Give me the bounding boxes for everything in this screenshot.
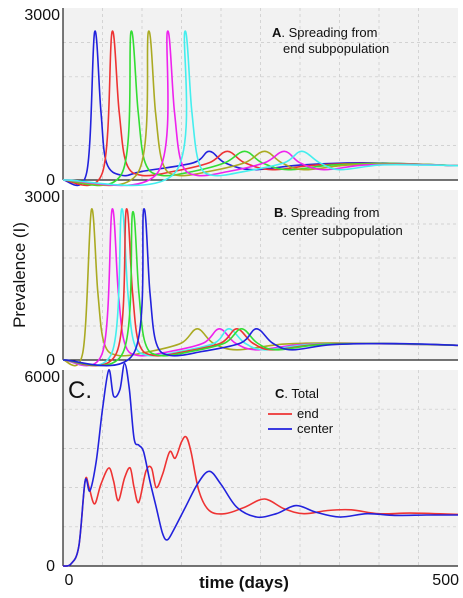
series-line [62,30,459,187]
series-line [62,208,459,367]
y-tick-label: 3000 [24,189,60,206]
series-line [62,30,459,187]
y-tick-label: 0 [46,172,55,189]
legend-label: end [297,406,319,421]
y-tick-label: 3000 [24,7,60,24]
y-tick-label: 6000 [24,369,60,386]
panel-annotation: A. Spreading from [272,25,378,40]
panel-annotation: C. Total [275,386,319,401]
panel-big-letter: C. [68,377,92,404]
series-line [62,211,459,367]
series-line [62,362,458,567]
x-tick-label: 0 [65,572,74,589]
y-axis-title: Prevalence (I) [10,222,29,328]
series-line [62,208,459,367]
series-line [62,435,459,567]
series-line [62,30,459,187]
y-tick-label: 0 [46,352,55,369]
panel-b: 3000 0 B. Spreading from center subpopulati… [10,189,459,369]
series-line [62,30,459,187]
y-tick-label: 0 [46,558,55,575]
x-tick-label: 500 [432,572,459,589]
panel-annotation-line2: end subpopulation [283,41,389,56]
series-line [62,30,459,187]
series-line [62,208,459,367]
legend-label: center [297,421,334,436]
panel-annotation: B. Spreading from [274,205,380,220]
x-axis-title: time (days) [199,573,289,592]
panel-annotation-line2: center subpopulation [282,223,403,238]
series-line [62,208,459,367]
